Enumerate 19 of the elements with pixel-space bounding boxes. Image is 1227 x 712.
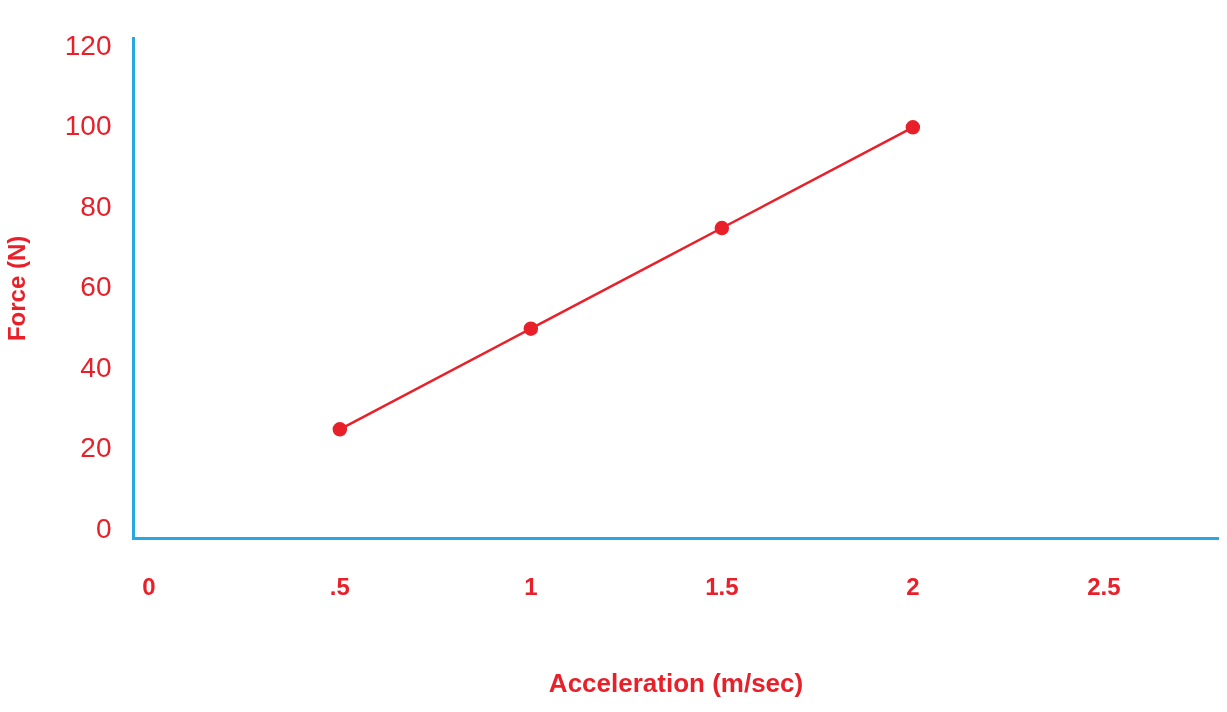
y-tick-label: 60 [80,271,112,303]
x-axis-title: Acceleration (m/sec) [548,667,804,698]
point [332,422,348,437]
x-tick-label: .5 [329,573,350,601]
x-tick-label: 2.5 [1087,573,1121,601]
x-tick-label: 1 [524,573,538,601]
y-axis-title: Force (N) [3,235,31,342]
point [523,321,539,336]
x-tick-label: 0 [142,573,156,601]
y-tick-label: 120 [64,29,112,61]
y-tick-label: 80 [80,190,112,222]
x-tick-label: 2 [906,573,920,601]
y-tick-label: 20 [80,432,112,464]
y-tick-label: 40 [80,351,112,383]
point [714,220,730,236]
y-tick-label: 100 [64,110,112,142]
x-tick-label: 1.5 [705,573,739,601]
y-tick-label: 0 [95,512,112,544]
point [905,120,921,135]
